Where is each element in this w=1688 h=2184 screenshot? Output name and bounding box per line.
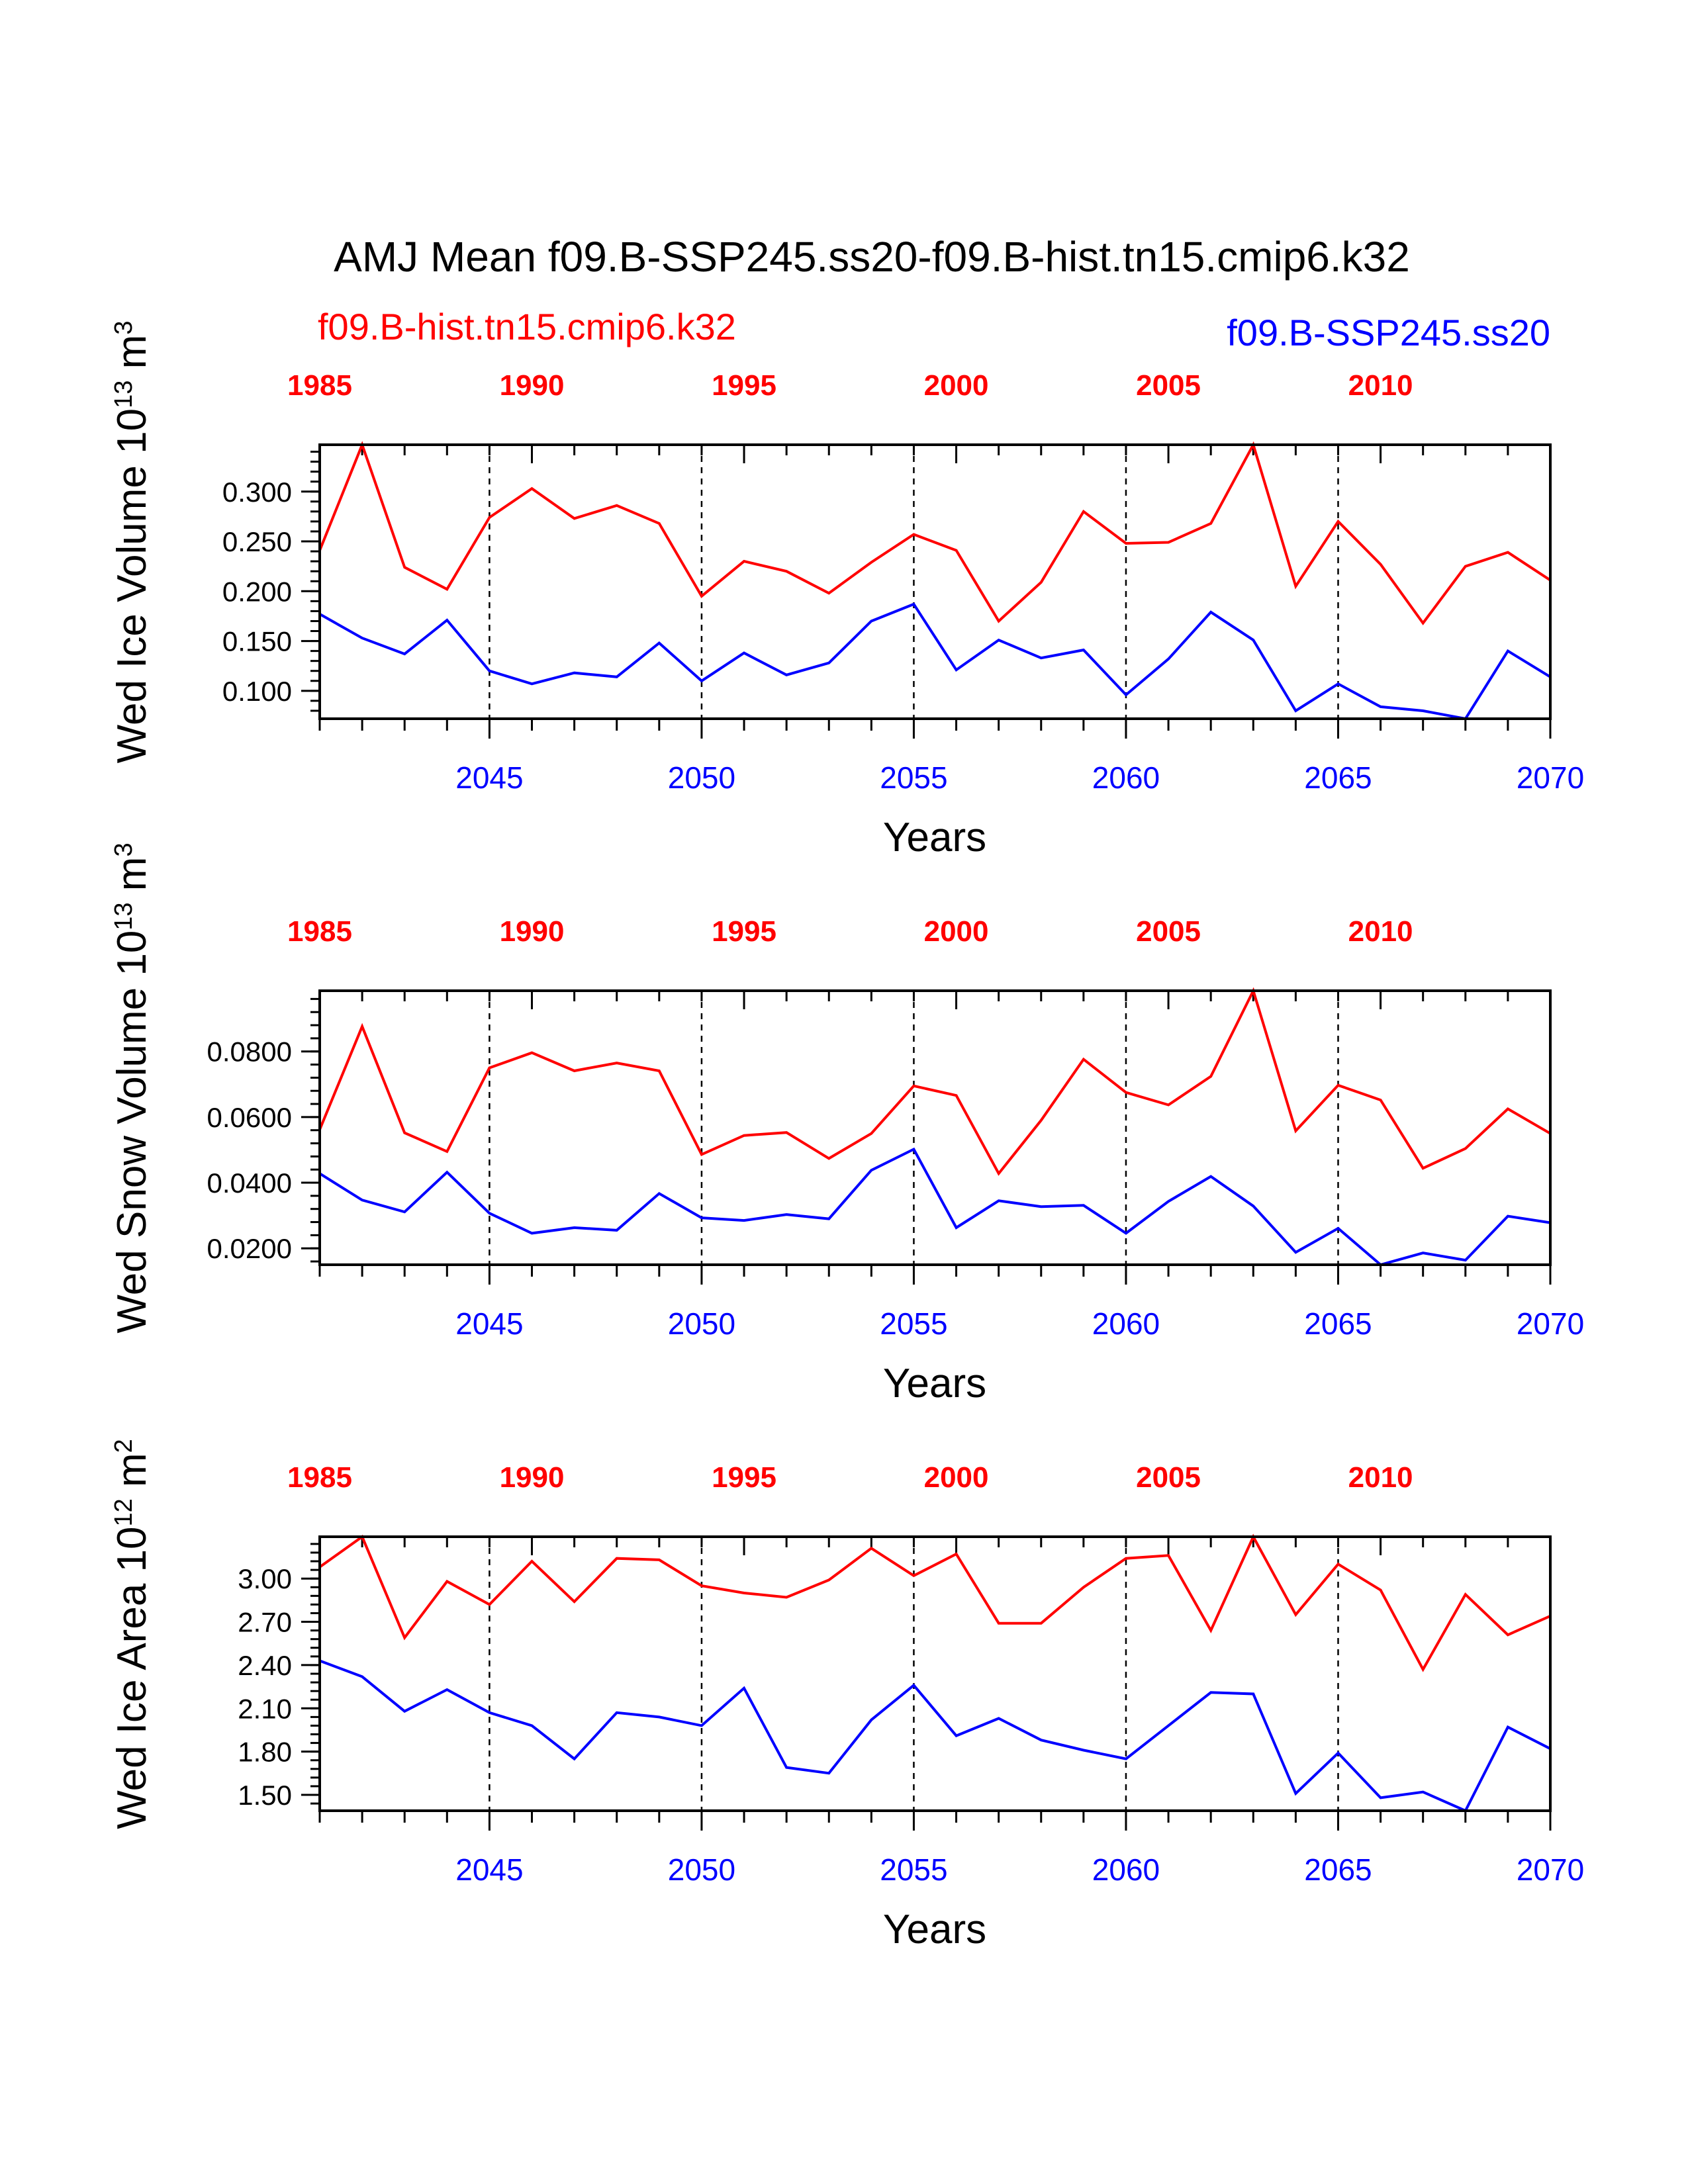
bottom-x-tick-label: 2060 bbox=[1092, 760, 1160, 795]
panel-1: 0.300 0.250 0.200 0.150 0.100 1985 1990 1995 200… bbox=[109, 321, 1584, 860]
y-tick-label: 0.200 bbox=[222, 576, 292, 607]
x-axis-label: Years bbox=[883, 1907, 986, 1952]
top-x-tick-label: 2000 bbox=[924, 369, 989, 402]
y-axis-label: Wed Ice Volume 1013 m3 bbox=[109, 321, 155, 764]
top-x-tick-label: 2000 bbox=[924, 915, 989, 948]
top-x-tick-label: 2005 bbox=[1136, 369, 1201, 402]
y-axis-label-superscript: 13 bbox=[110, 381, 138, 408]
y-tick-label: 0.150 bbox=[222, 626, 292, 657]
top-x-tick-label: 2005 bbox=[1136, 1461, 1201, 1494]
top-x-tick-label: 2005 bbox=[1136, 915, 1201, 948]
y-axis-label-text: Wed Snow Volume 10 bbox=[109, 931, 155, 1334]
y-tick-label: 1.50 bbox=[238, 1780, 292, 1811]
y-tick-label: 0.0800 bbox=[207, 1036, 292, 1068]
bottom-x-tick-label: 2055 bbox=[880, 760, 947, 795]
panel-3: 3.00 2.70 2.40 2.10 1.80 1.50 1985 1990 1995 2000… bbox=[109, 1439, 1584, 1952]
bottom-x-tick-label: 2045 bbox=[455, 1306, 523, 1341]
figure-title: AMJ Mean f09.B-SSP245.ss20-f09.B-hist.tn… bbox=[334, 233, 1410, 281]
bottom-x-tick-label: 2050 bbox=[668, 1852, 735, 1887]
top-x-tick-label: 1985 bbox=[287, 915, 352, 948]
series-line-ssp bbox=[319, 1659, 1551, 1813]
y-axis-label-text: Wed Ice Area 10 bbox=[109, 1527, 155, 1829]
bottom-x-tick-label: 2060 bbox=[1092, 1852, 1160, 1887]
bottom-x-tick-label: 2060 bbox=[1092, 1306, 1160, 1341]
bottom-x-tick-label: 2065 bbox=[1304, 1852, 1372, 1887]
y-axis-label-superscript: 3 bbox=[110, 842, 138, 856]
top-x-tick-label: 1990 bbox=[500, 915, 565, 948]
top-x-tick-label: 1990 bbox=[500, 369, 565, 402]
y-axis-label-text: m bbox=[109, 335, 155, 381]
bottom-x-tick-label: 2055 bbox=[880, 1852, 947, 1887]
series-line-hist bbox=[318, 1533, 1551, 1672]
y-tick-label: 0.0600 bbox=[207, 1102, 292, 1133]
y-axis-label-superscript: 3 bbox=[110, 321, 138, 335]
plot-frame bbox=[318, 1535, 1552, 1812]
legend-ssp-label: f09.B-SSP245.ss20 bbox=[1227, 312, 1550, 353]
y-tick-label: 1.80 bbox=[238, 1737, 292, 1768]
bottom-x-tick-label: 2070 bbox=[1517, 760, 1584, 795]
series-line-ssp bbox=[318, 1147, 1551, 1267]
top-x-tick-label: 2000 bbox=[924, 1461, 989, 1494]
plot-frame bbox=[318, 989, 1552, 1266]
y-axis-label-superscript: 2 bbox=[110, 1439, 138, 1453]
x-axis-label: Years bbox=[883, 1361, 986, 1406]
y-axis-label-text: m bbox=[109, 1453, 155, 1498]
bottom-x-tick-label: 2065 bbox=[1304, 1306, 1372, 1341]
top-x-tick-label: 2010 bbox=[1348, 1461, 1413, 1494]
y-tick-label: 3.00 bbox=[238, 1563, 292, 1594]
y-tick-label: 0.250 bbox=[222, 526, 292, 557]
series-line-hist bbox=[318, 441, 1552, 625]
bottom-x-tick-label: 2045 bbox=[455, 1852, 523, 1887]
top-x-tick-label: 1985 bbox=[287, 369, 352, 402]
y-axis-label-text: m bbox=[109, 857, 155, 903]
panel-2: 0.0800 0.0600 0.0400 0.0200 1985 1990 1995 2000… bbox=[109, 842, 1584, 1406]
bottom-x-tick-label: 2065 bbox=[1304, 760, 1372, 795]
series-line-hist bbox=[318, 987, 1552, 1176]
top-x-tick-label: 2010 bbox=[1348, 915, 1413, 948]
bottom-x-tick-label: 2055 bbox=[880, 1306, 947, 1341]
top-x-tick-label: 1995 bbox=[712, 915, 776, 948]
bottom-x-tick-label: 2045 bbox=[455, 760, 523, 795]
y-axis-label-superscript: 12 bbox=[110, 1498, 138, 1526]
bottom-x-tick-label: 2050 bbox=[668, 760, 735, 795]
y-tick-label: 0.0400 bbox=[207, 1167, 292, 1199]
y-tick-label: 2.10 bbox=[238, 1693, 292, 1724]
y-axis-label-superscript: 13 bbox=[110, 902, 138, 930]
y-axis-label: Wed Snow Volume 1013 m3 bbox=[109, 842, 155, 1333]
plot-frame bbox=[318, 443, 1552, 720]
panels: 0.300 0.250 0.200 0.150 0.100 1985 1990 1995 200… bbox=[109, 321, 1584, 1952]
legend-hist-label: f09.B-hist.tn15.cmip6.k32 bbox=[318, 306, 736, 347]
bottom-x-tick-label: 2070 bbox=[1517, 1852, 1584, 1887]
y-tick-label: 0.100 bbox=[222, 676, 292, 707]
series-line-ssp bbox=[319, 602, 1552, 721]
top-x-tick-label: 1995 bbox=[712, 369, 776, 402]
y-tick-label: 2.70 bbox=[238, 1607, 292, 1638]
y-tick-label: 0.0200 bbox=[207, 1233, 292, 1264]
y-axis-label: Wed Ice Area 1012 m2 bbox=[109, 1439, 155, 1829]
y-axis-label-text: Wed Ice Volume 10 bbox=[109, 408, 155, 764]
bottom-x-tick-label: 2050 bbox=[668, 1306, 735, 1341]
bottom-x-tick-label: 2070 bbox=[1517, 1306, 1584, 1341]
y-tick-label: 0.300 bbox=[222, 477, 292, 508]
top-x-tick-label: 1990 bbox=[500, 1461, 565, 1494]
top-x-tick-label: 1985 bbox=[287, 1461, 352, 1494]
x-axis-label: Years bbox=[883, 815, 986, 860]
top-x-tick-label: 1995 bbox=[712, 1461, 776, 1494]
y-tick-label: 2.40 bbox=[238, 1650, 292, 1681]
top-x-tick-label: 2010 bbox=[1348, 369, 1413, 402]
